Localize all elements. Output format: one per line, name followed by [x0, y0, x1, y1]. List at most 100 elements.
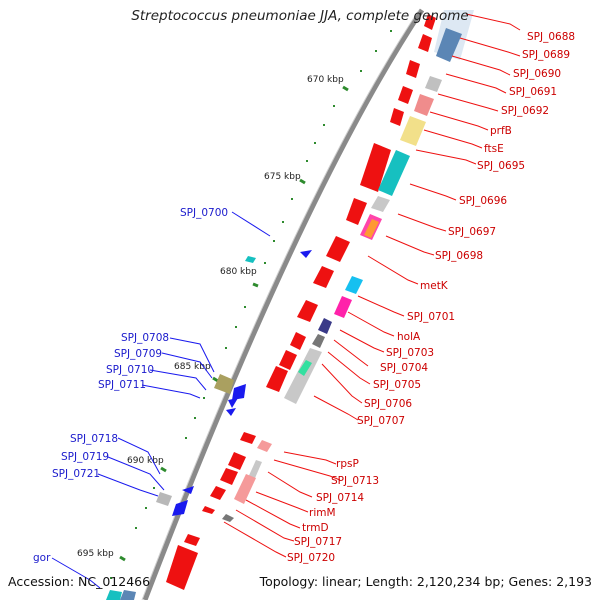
- gene-label: rpsP: [336, 458, 359, 470]
- gene-arrow: [346, 198, 367, 225]
- gene-arrow: [226, 408, 236, 416]
- gene-arrow: [297, 300, 318, 322]
- gene-box: [106, 590, 122, 600]
- gene-arrow: [300, 250, 312, 258]
- forward-strand-genes: [166, 14, 436, 590]
- accession-text: Accession: NC_012466: [8, 574, 151, 589]
- feature-box: [312, 334, 325, 348]
- gene-arrow: [290, 332, 306, 350]
- scale-ticks: [119, 85, 349, 562]
- feature-box: [298, 360, 312, 376]
- gene-arrow: [390, 108, 404, 126]
- gene-arrow: [184, 534, 200, 546]
- gene-label: SPJ_0706: [364, 398, 412, 410]
- gene-label: SPJ_0721: [52, 468, 100, 480]
- gene-label: metK: [420, 280, 449, 292]
- gene-label: SPJ_0697: [448, 226, 496, 238]
- gene-arrow: [279, 350, 297, 370]
- gene-arrow: [202, 506, 215, 514]
- gene-label: SPJ_0703: [386, 347, 434, 359]
- feature-box: [371, 196, 390, 212]
- gene-label: SPJ_0701: [407, 311, 455, 323]
- genome-backbone: [142, 8, 425, 601]
- tick-label: 670 kbp: [307, 75, 344, 85]
- gene-label: SPJ_0696: [459, 195, 507, 207]
- gene-arrow: [398, 86, 413, 104]
- gene-label: ftsE: [484, 143, 504, 155]
- feature-box: [318, 318, 332, 334]
- gene-label: rimM: [309, 507, 336, 519]
- gene-label: SPJ_0709: [114, 348, 162, 360]
- gene-label: holA: [397, 331, 421, 343]
- map-title: Streptococcus pneumoniae JJA, complete g…: [131, 8, 469, 24]
- gene-arrow: [406, 60, 420, 78]
- gene-label: prfB: [490, 125, 512, 137]
- gene-label: trmD: [302, 522, 329, 534]
- gene-label: SPJ_0695: [477, 160, 525, 172]
- gene-arrow: [266, 366, 288, 392]
- gene-label: gor: [33, 552, 51, 564]
- feature-box: [257, 440, 272, 452]
- gene-label: SPJ_0717: [294, 536, 342, 548]
- feature-box: [436, 28, 462, 62]
- gene-arrow: [166, 545, 198, 590]
- gene-box: [120, 590, 136, 600]
- tick-label: 680 kbp: [220, 267, 257, 277]
- gene-box: [214, 374, 234, 394]
- feature-box: [345, 276, 363, 294]
- gene-arrow: [313, 266, 334, 288]
- feature-boxes: [222, 10, 474, 522]
- reverse-leader-lines: [51, 211, 271, 589]
- gene-label: SPJ_0692: [501, 105, 549, 117]
- gene-arrow: [418, 34, 432, 52]
- gene-label: SPJ_0713: [331, 475, 379, 487]
- gene-label: SPJ_0691: [509, 86, 557, 98]
- gene-label: SPJ_0711: [98, 379, 146, 391]
- gene-arrow: [172, 500, 188, 516]
- feature-box: [425, 76, 442, 92]
- feature-box: [245, 256, 256, 263]
- gene-label: SPJ_0698: [435, 250, 483, 262]
- gene-label: SPJ_0705: [373, 379, 421, 391]
- gene-arrow: [220, 468, 238, 485]
- gene-label: SPJ_0720: [287, 552, 335, 564]
- gene-label: SPJ_0718: [70, 433, 118, 445]
- feature-box: [364, 219, 379, 238]
- gene-arrow: [210, 486, 226, 500]
- gene-arrow: [240, 432, 256, 444]
- gene-label: SPJ_0710: [106, 364, 154, 376]
- feature-box: [378, 150, 410, 196]
- feature-box: [400, 116, 426, 146]
- scale-minor-dots: [110, 30, 392, 579]
- gene-label: SPJ_0690: [513, 68, 561, 80]
- gene-label: SPJ_0714: [316, 492, 364, 504]
- gene-arrow: [228, 452, 246, 470]
- gene-label: SPJ_0688: [527, 31, 575, 43]
- tick-label: 690 kbp: [127, 456, 164, 466]
- gene-label: SPJ_0707: [357, 415, 405, 427]
- feature-box: [414, 94, 434, 116]
- gene-label: SPJ_0708: [121, 332, 169, 344]
- gene-label: SPJ_0704: [380, 362, 428, 374]
- forward-gene-labels: SPJ_0688 SPJ_0689 SPJ_0690 SPJ_0691 SPJ_…: [287, 31, 575, 564]
- tick-label: 675 kbp: [264, 172, 301, 182]
- gene-arrow: [424, 14, 436, 30]
- reverse-strand-genes: [106, 250, 312, 600]
- gene-label: SPJ_0719: [61, 451, 109, 463]
- gene-label: SPJ_0700: [180, 207, 228, 219]
- tick-label: 685 kbp: [174, 362, 211, 372]
- genome-summary-text: Topology: linear; Length: 2,120,234 bp; …: [259, 574, 592, 589]
- tick-label: 695 kbp: [77, 549, 114, 559]
- gene-arrow: [360, 143, 391, 192]
- feature-box: [234, 474, 256, 504]
- gene-label: SPJ_0689: [522, 49, 570, 61]
- feature-box: [222, 514, 234, 522]
- gene-box: [156, 492, 172, 506]
- reverse-gene-labels: SPJ_0700 SPJ_0708 SPJ_0709 SPJ_0710 SPJ_…: [33, 207, 228, 564]
- gene-arrow: [182, 486, 194, 494]
- feature-box: [284, 348, 322, 404]
- forward-leader-lines: [223, 13, 521, 558]
- gene-arrow: [326, 236, 350, 262]
